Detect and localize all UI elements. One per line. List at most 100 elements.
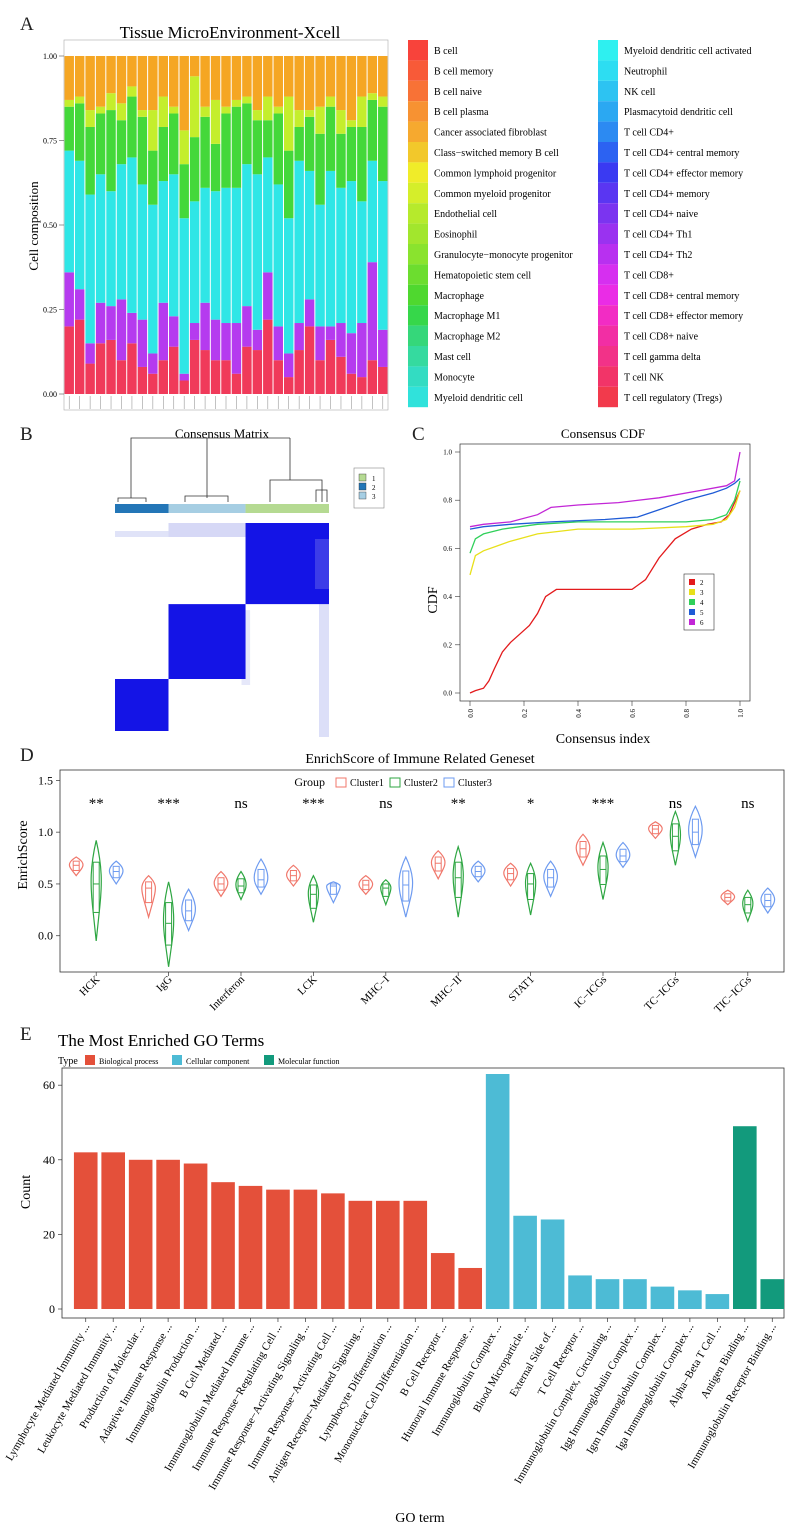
- stacked-segment: [283, 56, 294, 97]
- stacked-segment: [95, 343, 106, 394]
- legend-label: T cell CD4+ central memory: [624, 148, 739, 159]
- legend-label: 3: [700, 589, 704, 597]
- go-bar: [266, 1189, 290, 1309]
- stacked-segment: [95, 174, 106, 303]
- go-bar: [623, 1279, 647, 1309]
- violin-cluster3: [615, 841, 631, 869]
- x-tick-label: HCK: [77, 974, 102, 999]
- stacked-segment: [106, 339, 116, 394]
- go-bar: [238, 1185, 263, 1309]
- cluster-strip: [168, 504, 246, 513]
- enrichscore-violin-chart: EnrichScore of Immune Related Geneset En…: [16, 752, 785, 1015]
- stacked-segment: [273, 184, 283, 327]
- stacked-segment: [179, 373, 189, 381]
- legend-swatch: [408, 386, 428, 408]
- x-tick-label: 0.8: [683, 709, 691, 718]
- chart-a-ylabel: Cell composition: [26, 181, 41, 271]
- stacked-segment: [273, 56, 283, 107]
- legend-swatch: [689, 589, 695, 595]
- chart-d-title: EnrichScore of Immune Related Geneset: [305, 752, 534, 767]
- chart-d-legend-title: Group: [294, 775, 325, 789]
- stacked-segment: [325, 339, 336, 394]
- panel-label-e: E: [20, 1024, 32, 1045]
- legend-swatch: [408, 121, 428, 142]
- legend-swatch: [408, 366, 428, 387]
- legend-swatch: [408, 182, 428, 204]
- significance-label: ***: [302, 796, 325, 812]
- stacked-segment: [346, 126, 357, 182]
- y-tick-label: 0.4: [443, 593, 452, 601]
- significance-label: ns: [741, 796, 755, 812]
- legend-swatch: [358, 482, 367, 491]
- violin-cluster3: [688, 804, 703, 859]
- violin-cluster1: [503, 862, 518, 888]
- stacked-segment: [116, 299, 127, 361]
- stacked-segment: [263, 120, 273, 158]
- stacked-segment: [74, 289, 85, 320]
- y-tick-label: 40: [43, 1153, 55, 1167]
- legend-label: T cell CD4+ effector memory: [624, 168, 743, 179]
- stacked-segment: [294, 126, 304, 161]
- panel-label-a: A: [20, 14, 34, 35]
- legend-label: 3: [372, 493, 376, 501]
- box-cluster2: [744, 896, 752, 914]
- x-tick-label: 1.0: [737, 709, 745, 718]
- x-tick-label: IC−ICGs: [572, 974, 609, 1011]
- legend-label: B cell memory: [434, 66, 493, 77]
- legend-swatch: [408, 346, 428, 367]
- stacked-segment: [231, 106, 242, 188]
- stacked-segment: [74, 56, 85, 97]
- chart-e-ylabel: Count: [19, 1175, 34, 1209]
- legend-label: T cell CD4+ Th1: [624, 230, 692, 241]
- violin-cluster3: [543, 860, 558, 898]
- chart-e-xlabel: GO term: [395, 1511, 444, 1526]
- stacked-segment: [221, 360, 231, 394]
- stacked-segment: [137, 110, 148, 117]
- stacked-segment: [148, 56, 158, 111]
- stacked-segment: [367, 360, 378, 394]
- legend-swatch: [408, 244, 428, 265]
- stacked-segment: [179, 130, 189, 165]
- go-bar: [458, 1267, 483, 1309]
- legend-swatch: [598, 60, 618, 81]
- chart-e-title: The Most Enriched GO Terms: [58, 1031, 264, 1050]
- stacked-segment: [378, 181, 388, 330]
- stacked-segment: [200, 302, 210, 351]
- legend-label: 1: [372, 475, 376, 483]
- legend-label: Granulocyte−monocyte progenitor: [434, 250, 573, 261]
- legend-swatch: [598, 325, 618, 346]
- x-tick-label: STAT1: [506, 974, 536, 1004]
- box-cluster2: [527, 873, 535, 900]
- stacked-segment: [189, 201, 200, 324]
- stacked-segment: [315, 133, 325, 205]
- legend-swatch: [443, 777, 455, 788]
- significance-label: ns: [234, 796, 248, 812]
- stacked-segment: [116, 120, 127, 165]
- legend-label: Neutrophil: [624, 66, 668, 77]
- stacked-segment: [315, 326, 325, 361]
- chart-d-ylabel: EnrichScore: [16, 820, 31, 889]
- stacked-segment: [148, 110, 158, 151]
- stacked-segment: [357, 377, 367, 394]
- y-tick-label: 1.0: [443, 449, 452, 457]
- stacked-segment: [221, 56, 231, 107]
- y-tick-label: 0: [49, 1302, 55, 1316]
- legend-swatch: [598, 40, 618, 61]
- violin-cluster2: [307, 874, 320, 923]
- light-cell: [241, 610, 251, 685]
- stacked-segment: [231, 187, 242, 324]
- legend-label: T cell gamma delta: [624, 352, 701, 363]
- stacked-segment: [127, 157, 137, 313]
- significance-label: **: [451, 796, 466, 812]
- box-cluster2: [165, 902, 173, 946]
- stacked-segment: [179, 56, 189, 131]
- stacked-segment: [74, 96, 85, 104]
- stacked-segment: [137, 319, 148, 367]
- significance-label: ns: [669, 796, 683, 812]
- stacked-segment: [263, 272, 273, 320]
- dendrogram: [117, 437, 328, 502]
- stacked-segment: [357, 96, 367, 127]
- light-cell: [319, 604, 329, 737]
- stacked-segment: [315, 204, 325, 327]
- stacked-segment: [378, 329, 388, 367]
